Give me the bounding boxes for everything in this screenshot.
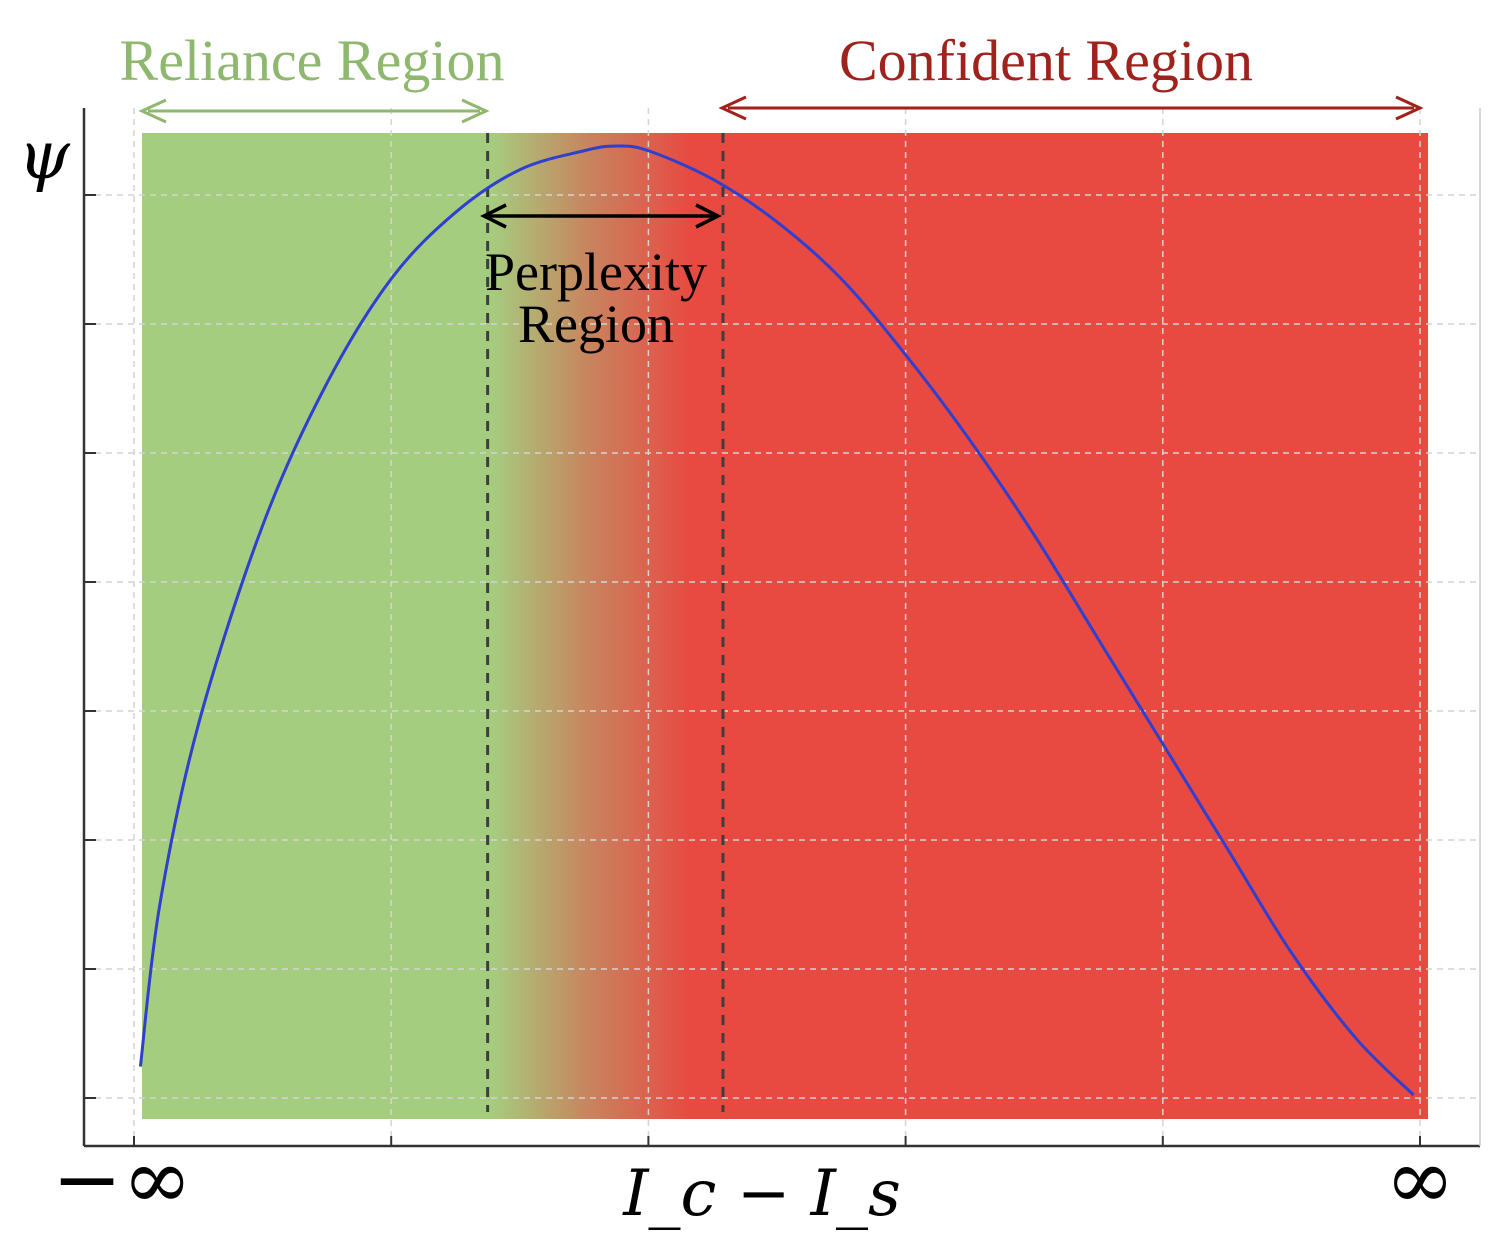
- x-axis-label: I_c − I_s: [622, 1157, 901, 1231]
- axis-ticks: [84, 194, 1421, 1146]
- perplexity-region-fill: [490, 133, 690, 1119]
- x-axis-right-infinity-label: ∞: [1385, 1130, 1455, 1228]
- perplexity-arrow: [480, 203, 722, 229]
- perplexity-label-line-1: Perplexity: [485, 242, 707, 302]
- confident-region-fill: [688, 133, 1428, 1119]
- y-axis-label: ψ: [18, 117, 71, 194]
- series-line: [138, 144, 1415, 1097]
- confident-region-title: Confident Region: [839, 28, 1253, 93]
- reliance-region-fill: [142, 133, 492, 1119]
- reliance-region-title: Reliance Region: [120, 28, 505, 93]
- reliance-arrow: [138, 98, 490, 124]
- confident-arrow: [718, 95, 1424, 121]
- x-axis-left-infinity-label: −∞: [52, 1130, 192, 1228]
- grid-lines: [84, 108, 1480, 1146]
- perplexity-label-line-2: Region: [518, 294, 674, 354]
